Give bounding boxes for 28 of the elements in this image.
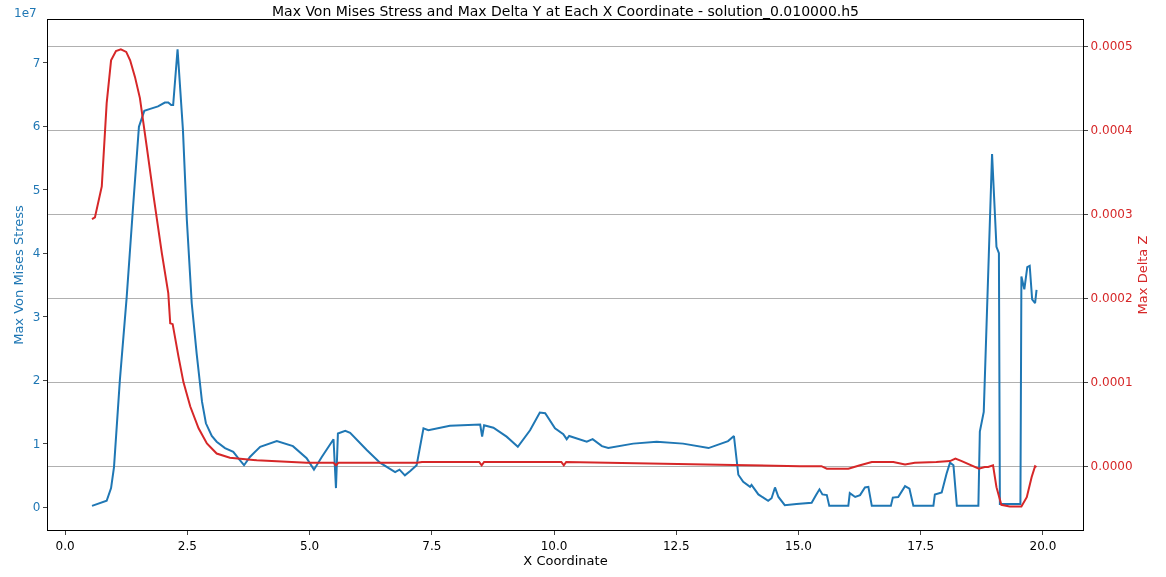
y2-tick-label: 0.0002	[1090, 291, 1133, 306]
y2-tick-label: 0.0000	[1090, 459, 1133, 474]
x-tick-label: 7.5	[422, 538, 442, 553]
y2-axis-title: Max Delta Z	[1135, 235, 1151, 315]
y-tick-label: 5	[32, 182, 41, 197]
x-tick-label: 12.5	[662, 538, 690, 553]
x-tick-label: 0.0	[55, 538, 75, 553]
x-tick-label: 17.5	[907, 538, 935, 553]
y2-tick-label: 0.0004	[1090, 123, 1133, 138]
x-axis-title: X Coordinate	[523, 553, 608, 569]
text: 1e7	[14, 6, 37, 20]
x-tick-label: 15.0	[785, 538, 812, 553]
y-tick-label: 0	[32, 500, 41, 515]
y-tick-label: 1	[32, 436, 41, 451]
x-tick-label: 20.0	[1029, 538, 1057, 553]
y2-tick-label: 0.0005	[1090, 39, 1133, 54]
y-tick-label: 2	[32, 373, 41, 388]
chart-title: Max Von Mises Stress and Max Delta Y at Each X Coordinate - solution_0.010000.h5	[271, 2, 860, 19]
y-tick-label: 4	[32, 246, 41, 261]
y-tick-label: 3	[32, 309, 41, 324]
x-tick-label: 2.5	[177, 538, 197, 553]
y-tick-label: 7	[32, 55, 41, 70]
x-tick-label: 5.0	[300, 538, 320, 553]
y2-tick-label: 0.0003	[1090, 207, 1133, 222]
y-axis-title: Max Von Mises Stress	[10, 204, 26, 345]
y-tick-label: 6	[32, 119, 41, 134]
x-tick-label: 10.0	[540, 538, 568, 553]
y2-tick-label: 0.0001	[1090, 375, 1133, 390]
